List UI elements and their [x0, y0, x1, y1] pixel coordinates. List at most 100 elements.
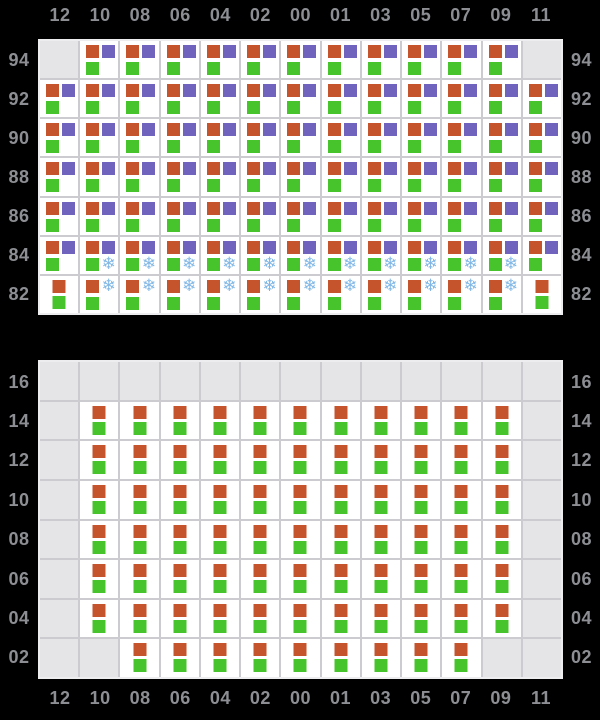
- grid-cell[interactable]: ❄: [200, 275, 240, 313]
- grid-cell[interactable]: [442, 401, 481, 440]
- grid-cell[interactable]: [40, 275, 79, 313]
- grid-cell[interactable]: [402, 401, 441, 440]
- grid-cell[interactable]: [120, 158, 159, 196]
- grid-cell[interactable]: [241, 599, 280, 638]
- grid-cell[interactable]: [241, 158, 280, 196]
- grid-cell[interactable]: [321, 80, 360, 118]
- grid-cell[interactable]: [361, 401, 401, 440]
- grid-cell[interactable]: [402, 639, 441, 677]
- grid-cell[interactable]: [281, 639, 320, 677]
- grid-cell[interactable]: [200, 119, 240, 157]
- grid-cell[interactable]: [160, 639, 199, 677]
- grid-cell[interactable]: ❄: [442, 236, 481, 274]
- grid-cell[interactable]: [361, 119, 401, 157]
- grid-cell[interactable]: [442, 639, 481, 677]
- grid-cell[interactable]: [160, 119, 199, 157]
- grid-cell[interactable]: [442, 119, 481, 157]
- grid-cell[interactable]: [482, 119, 521, 157]
- grid-cell[interactable]: [160, 480, 199, 519]
- grid-cell[interactable]: [522, 197, 561, 235]
- grid-cell[interactable]: [482, 158, 521, 196]
- grid-cell[interactable]: [522, 158, 561, 196]
- grid-cell[interactable]: [482, 599, 521, 638]
- grid-cell[interactable]: [522, 119, 561, 157]
- grid-cell[interactable]: [402, 197, 441, 235]
- grid-cell[interactable]: [321, 639, 360, 677]
- grid-cell[interactable]: [281, 158, 320, 196]
- grid-cell[interactable]: ❄: [160, 275, 199, 313]
- grid-cell[interactable]: [321, 599, 360, 638]
- grid-cell[interactable]: ❄: [402, 236, 441, 274]
- grid-cell[interactable]: ❄: [482, 236, 521, 274]
- grid-cell[interactable]: [321, 441, 360, 479]
- grid-cell[interactable]: ❄: [321, 236, 360, 274]
- grid-cell[interactable]: [120, 401, 159, 440]
- grid-cell[interactable]: [160, 599, 199, 638]
- grid-cell[interactable]: [200, 560, 240, 598]
- grid-cell[interactable]: [80, 80, 119, 118]
- grid-cell[interactable]: [442, 520, 481, 559]
- grid-cell[interactable]: [361, 480, 401, 519]
- grid-cell[interactable]: [281, 197, 320, 235]
- grid-cell[interactable]: [402, 80, 441, 118]
- grid-cell[interactable]: ❄: [281, 275, 320, 313]
- grid-cell[interactable]: [321, 158, 360, 196]
- grid-cell[interactable]: [40, 158, 79, 196]
- grid-cell[interactable]: [80, 158, 119, 196]
- grid-cell[interactable]: ❄: [120, 236, 159, 274]
- grid-cell[interactable]: ❄: [402, 275, 441, 313]
- grid-cell[interactable]: [200, 41, 240, 79]
- grid-cell[interactable]: [482, 401, 521, 440]
- grid-cell[interactable]: [200, 441, 240, 479]
- grid-cell[interactable]: [40, 80, 79, 118]
- grid-cell[interactable]: [402, 119, 441, 157]
- grid-cell[interactable]: [120, 639, 159, 677]
- grid-cell[interactable]: [241, 119, 280, 157]
- grid-cell[interactable]: [522, 275, 561, 313]
- grid-cell[interactable]: [482, 560, 521, 598]
- grid-cell[interactable]: [241, 41, 280, 79]
- grid-cell[interactable]: [160, 158, 199, 196]
- grid-cell[interactable]: [361, 560, 401, 598]
- grid-cell[interactable]: [160, 520, 199, 559]
- grid-cell[interactable]: ❄: [361, 236, 401, 274]
- grid-cell[interactable]: [442, 560, 481, 598]
- grid-cell[interactable]: [321, 401, 360, 440]
- grid-cell[interactable]: [120, 41, 159, 79]
- grid-cell[interactable]: [160, 197, 199, 235]
- grid-cell[interactable]: ❄: [80, 236, 119, 274]
- grid-cell[interactable]: [361, 599, 401, 638]
- grid-cell[interactable]: [281, 560, 320, 598]
- grid-cell[interactable]: [281, 441, 320, 479]
- grid-cell[interactable]: [120, 441, 159, 479]
- grid-cell[interactable]: [200, 520, 240, 559]
- grid-cell[interactable]: [160, 41, 199, 79]
- grid-cell[interactable]: [442, 41, 481, 79]
- grid-cell[interactable]: [200, 599, 240, 638]
- grid-cell[interactable]: ❄: [482, 275, 521, 313]
- grid-cell[interactable]: [361, 158, 401, 196]
- grid-cell[interactable]: [442, 197, 481, 235]
- grid-cell[interactable]: [361, 441, 401, 479]
- grid-cell[interactable]: [482, 80, 521, 118]
- grid-cell[interactable]: [281, 41, 320, 79]
- grid-cell[interactable]: [442, 441, 481, 479]
- grid-cell[interactable]: [281, 401, 320, 440]
- grid-cell[interactable]: [321, 560, 360, 598]
- grid-cell[interactable]: [402, 520, 441, 559]
- grid-cell[interactable]: [200, 197, 240, 235]
- grid-cell[interactable]: ❄: [200, 236, 240, 274]
- grid-cell[interactable]: [482, 520, 521, 559]
- grid-cell[interactable]: [120, 197, 159, 235]
- grid-cell[interactable]: [442, 158, 481, 196]
- grid-cell[interactable]: [522, 80, 561, 118]
- grid-cell[interactable]: ❄: [442, 275, 481, 313]
- grid-cell[interactable]: [80, 520, 119, 559]
- grid-cell[interactable]: [241, 401, 280, 440]
- grid-cell[interactable]: [402, 41, 441, 79]
- grid-cell[interactable]: [482, 197, 521, 235]
- grid-cell[interactable]: [241, 560, 280, 598]
- grid-cell[interactable]: [160, 401, 199, 440]
- grid-cell[interactable]: [402, 560, 441, 598]
- grid-cell[interactable]: ❄: [241, 275, 280, 313]
